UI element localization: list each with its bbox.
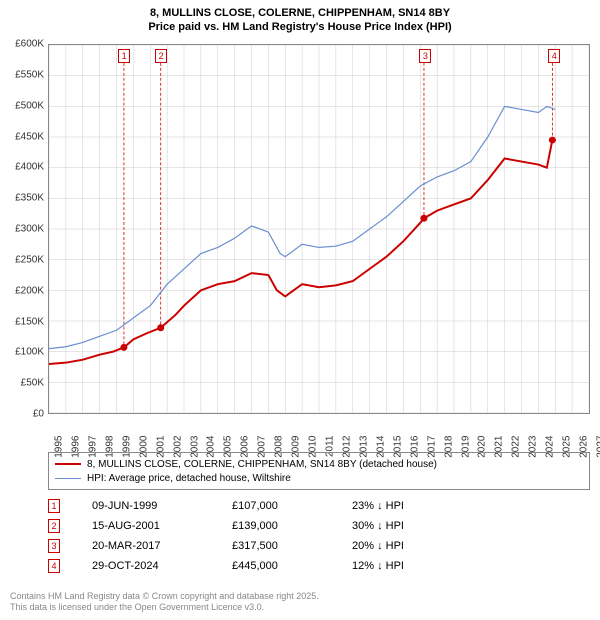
y-tick-label: £200K bbox=[15, 285, 44, 296]
plot-area: 1 2 3 4 bbox=[48, 44, 590, 414]
y-tick-label: £100K bbox=[15, 347, 44, 358]
title-line-2: Price paid vs. HM Land Registry's House … bbox=[0, 20, 600, 34]
y-tick-label: £350K bbox=[15, 193, 44, 204]
y-tick-label: £550K bbox=[15, 69, 44, 80]
y-axis: £0£50K£100K£150K£200K£250K£300K£350K£400… bbox=[0, 44, 46, 414]
transaction-index: 1 bbox=[48, 499, 60, 513]
transaction-price: £107,000 bbox=[232, 500, 352, 512]
sale-marker-2: 2 bbox=[155, 49, 167, 63]
x-axis: 1995199619971998199920002001200220032004… bbox=[48, 416, 590, 452]
legend-item: HPI: Average price, detached house, Wilt… bbox=[55, 471, 583, 485]
transaction-index: 4 bbox=[48, 559, 60, 573]
transaction-date: 15-AUG-2001 bbox=[92, 520, 232, 532]
transaction-price: £139,000 bbox=[232, 520, 352, 532]
footer-line-1: Contains HM Land Registry data © Crown c… bbox=[10, 591, 319, 603]
transaction-row: 2 15-AUG-2001£139,00030% ↓ HPI bbox=[48, 516, 590, 536]
legend-label: 8, MULLINS CLOSE, COLERNE, CHIPPENHAM, S… bbox=[87, 459, 437, 470]
transaction-row: 4 29-OCT-2024£445,00012% ↓ HPI bbox=[48, 556, 590, 576]
legend-label: HPI: Average price, detached house, Wilt… bbox=[87, 473, 291, 484]
transaction-date: 29-OCT-2024 bbox=[92, 560, 232, 572]
y-tick-label: £600K bbox=[15, 39, 44, 50]
transaction-diff: 30% ↓ HPI bbox=[352, 520, 472, 532]
transactions-table: 1 09-JUN-1999£107,00023% ↓ HPI 2 15-AUG-200… bbox=[48, 496, 590, 576]
y-tick-label: £500K bbox=[15, 100, 44, 111]
chart-svg bbox=[49, 45, 589, 413]
y-tick-label: £300K bbox=[15, 224, 44, 235]
sale-marker-1: 1 bbox=[118, 49, 130, 63]
legend-swatch bbox=[55, 463, 81, 465]
transaction-diff: 12% ↓ HPI bbox=[352, 560, 472, 572]
transaction-row: 1 09-JUN-1999£107,00023% ↓ HPI bbox=[48, 496, 590, 516]
chart-container: 8, MULLINS CLOSE, COLERNE, CHIPPENHAM, S… bbox=[0, 0, 600, 620]
y-tick-label: £0 bbox=[33, 409, 44, 420]
sale-marker-4: 4 bbox=[548, 49, 560, 63]
x-tick-label: 2027 bbox=[596, 436, 600, 458]
legend-swatch bbox=[55, 478, 81, 479]
transaction-date: 20-MAR-2017 bbox=[92, 540, 232, 552]
y-tick-label: £150K bbox=[15, 316, 44, 327]
chart-title-block: 8, MULLINS CLOSE, COLERNE, CHIPPENHAM, S… bbox=[0, 0, 600, 35]
y-tick-label: £450K bbox=[15, 131, 44, 142]
sale-marker-3: 3 bbox=[419, 49, 431, 63]
y-tick-label: £50K bbox=[21, 378, 44, 389]
title-line-1: 8, MULLINS CLOSE, COLERNE, CHIPPENHAM, S… bbox=[0, 6, 600, 20]
transaction-index: 3 bbox=[48, 539, 60, 553]
legend-item: 8, MULLINS CLOSE, COLERNE, CHIPPENHAM, S… bbox=[55, 457, 583, 471]
legend: 8, MULLINS CLOSE, COLERNE, CHIPPENHAM, S… bbox=[48, 452, 590, 490]
y-tick-label: £250K bbox=[15, 254, 44, 265]
transaction-date: 09-JUN-1999 bbox=[92, 500, 232, 512]
transaction-row: 3 20-MAR-2017£317,50020% ↓ HPI bbox=[48, 536, 590, 556]
transaction-price: £317,500 bbox=[232, 540, 352, 552]
footer-line-2: This data is licensed under the Open Gov… bbox=[10, 602, 319, 614]
footer-attribution: Contains HM Land Registry data © Crown c… bbox=[10, 591, 319, 614]
transaction-price: £445,000 bbox=[232, 560, 352, 572]
transaction-index: 2 bbox=[48, 519, 60, 533]
y-tick-label: £400K bbox=[15, 162, 44, 173]
transaction-diff: 20% ↓ HPI bbox=[352, 540, 472, 552]
transaction-diff: 23% ↓ HPI bbox=[352, 500, 472, 512]
